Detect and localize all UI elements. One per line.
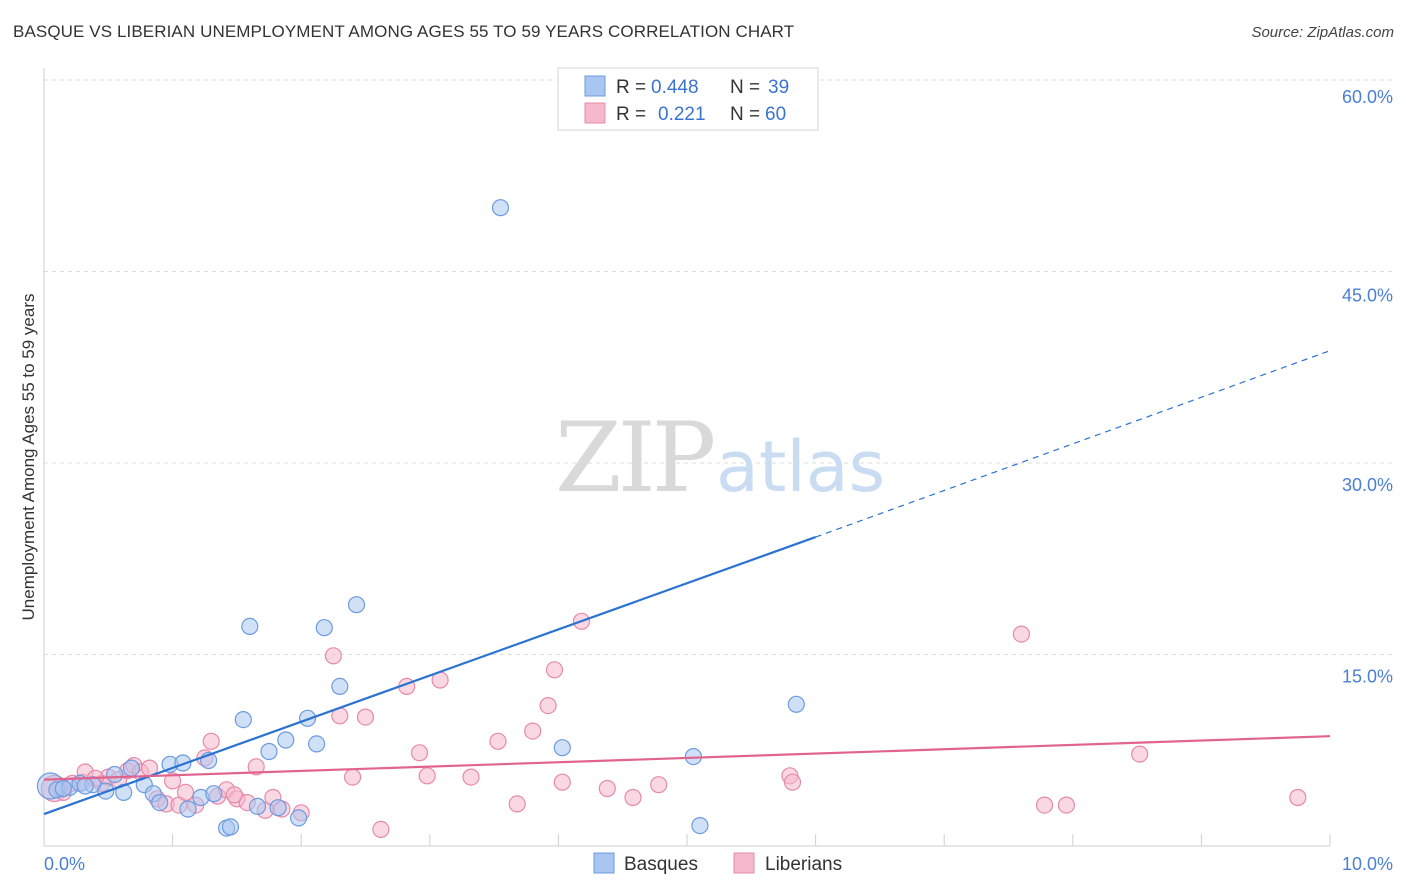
liberians-point-16 [176, 783, 195, 802]
liberians-point-44 [553, 773, 571, 791]
watermark-atlas: atlas [716, 426, 885, 508]
liberians-point-29 [324, 647, 342, 665]
basques-point-17 [205, 785, 223, 803]
legend-n-value-basques: 39 [768, 77, 789, 98]
basques-points [36, 199, 805, 837]
liberians-point-52 [1035, 796, 1054, 814]
basques-point-14 [179, 800, 197, 818]
y-axis-label: Unemployment Among Ages 55 to 59 years [19, 294, 38, 621]
basques-point-28 [308, 735, 326, 753]
liberians-point-51 [1012, 625, 1031, 643]
basques-point-24 [269, 799, 287, 817]
basques-point-36 [787, 695, 805, 713]
legend-r-value-basques: 0.448 [651, 77, 699, 98]
basques-point-35 [691, 816, 709, 835]
basques-point-29 [315, 619, 333, 637]
legend-swatch-basques [584, 75, 606, 97]
legend-r-label-liberians: R = [616, 104, 646, 125]
basques-trend-extension [815, 350, 1331, 538]
legend-r-label-basques: R = [616, 77, 646, 98]
basques-point-38 [76, 777, 94, 795]
liberians-point-58 [225, 786, 243, 804]
watermark: ZIP atlas [555, 402, 885, 514]
basques-point-26 [290, 809, 308, 827]
liberians-point-41 [524, 722, 542, 740]
legend-r-value-liberians: 0.221 [658, 104, 706, 125]
bottom-legend-swatch-liberians [733, 852, 755, 874]
liberians-point-39 [489, 732, 507, 750]
liberians-point-32 [356, 708, 375, 726]
basques-trend-line [43, 536, 816, 816]
y-tick-label-1: 30.0% [1342, 475, 1393, 495]
y-tick-label-3: 60.0% [1342, 87, 1393, 107]
basques-point-25 [277, 731, 295, 749]
basques-point-22 [248, 797, 267, 816]
liberians-point-40 [508, 795, 526, 813]
axes [43, 68, 1330, 847]
basques-point-21 [241, 617, 259, 636]
legend-n-value-liberians: 60 [765, 104, 786, 125]
liberians-point-36 [418, 767, 436, 785]
liberians-point-43 [545, 661, 564, 679]
legend: R = 0.448 N = 39 R = 0.221 N = 60 [557, 67, 819, 131]
bottom-legend-label-basques: Basques [624, 854, 698, 875]
basques-point-37 [54, 779, 72, 798]
basques-point-23 [260, 742, 278, 761]
liberians-point-38 [462, 768, 480, 786]
basques-point-8 [122, 759, 140, 777]
legend-n-label-basques: N = [730, 77, 760, 98]
bottom-legend: Basques Liberians [593, 852, 842, 875]
legend-n-label-liberians: N = [730, 104, 760, 125]
basques-point-11 [151, 793, 169, 812]
liberians-point-48 [650, 776, 668, 794]
liberians-point-50 [783, 773, 802, 791]
basques-point-19 [221, 818, 240, 836]
x-tick-label-0: 0.0% [44, 854, 85, 874]
y-tick-labels: 15.0% 30.0% 45.0% 60.0% [1342, 87, 1393, 687]
watermark-zip: ZIP [555, 402, 714, 514]
basques-point-13 [174, 754, 192, 772]
liberians-point-19 [202, 732, 220, 750]
trend-lines [43, 350, 1331, 816]
liberians-point-42 [539, 696, 557, 715]
x-tick-labels: 0.0% 10.0% [44, 854, 1393, 874]
y-tick-label-2: 45.0% [1342, 286, 1393, 306]
liberians-point-46 [598, 779, 616, 798]
liberians-point-54 [1131, 745, 1149, 763]
basques-point-32 [491, 199, 510, 217]
basques-point-31 [347, 596, 366, 614]
basques-point-33 [553, 739, 571, 757]
liberians-point-35 [410, 744, 429, 762]
legend-swatch-liberians [584, 102, 606, 124]
chart-title: BASQUE VS LIBERIAN UNEMPLOYMENT AMONG AG… [13, 22, 795, 41]
liberians-point-31 [344, 768, 362, 786]
liberians-trend-line [43, 735, 1331, 781]
liberians-point-33 [372, 820, 390, 839]
liberians-point-14 [164, 772, 182, 790]
liberians-point-24 [247, 758, 265, 776]
y-tick-label-0: 15.0% [1342, 667, 1393, 687]
bottom-legend-swatch-basques [593, 852, 615, 874]
liberians-point-47 [624, 788, 642, 807]
basques-point-20 [234, 710, 252, 729]
chart-source: Source: ZipAtlas.com [1251, 24, 1394, 41]
basques-point-6 [106, 765, 124, 784]
basques-point-30 [331, 677, 349, 696]
bottom-legend-label-liberians: Liberians [765, 854, 842, 875]
liberians-point-55 [1289, 788, 1307, 807]
liberians-point-53 [1057, 796, 1076, 814]
x-tick-label-1: 10.0% [1342, 854, 1393, 874]
